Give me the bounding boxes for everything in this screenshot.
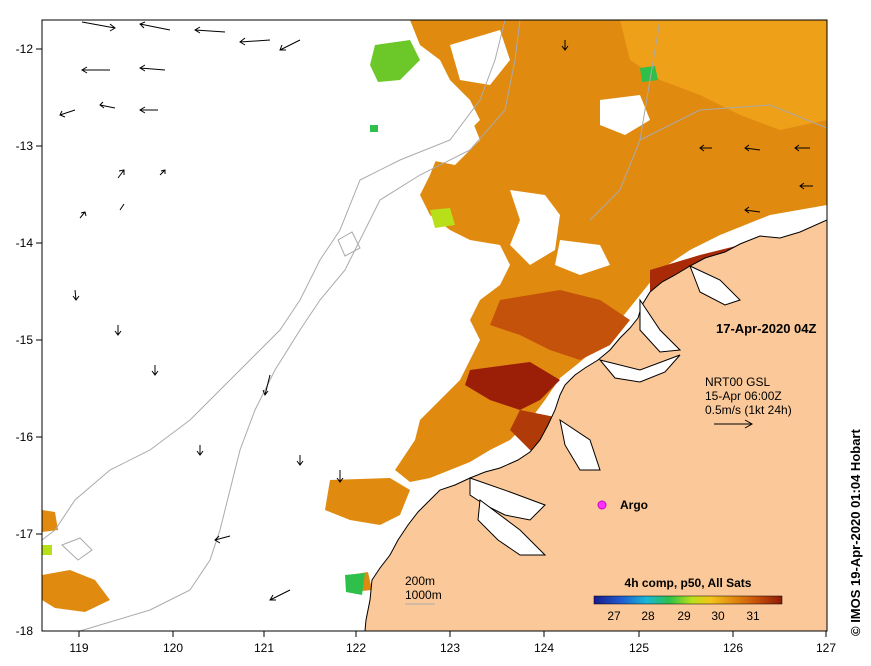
x-tick-label: 121 [254,641,274,655]
colorbar-title: 4h comp, p50, All Sats [625,576,752,590]
colorbar-tick: 29 [677,609,691,623]
current-time-label: 15-Apr 06:00Z [705,389,782,403]
current-scale-label: 0.5m/s (1kt 24h) [705,403,792,417]
current-vectors [59,21,813,601]
x-tick-label: 126 [723,641,743,655]
date-label: 17-Apr-2020 04Z [716,321,816,336]
current-source-label: NRT00 GSL [705,375,770,389]
plot-frame [41,19,828,632]
y-tick-label: -16 [16,430,34,444]
y-tick-label: -17 [16,527,34,541]
x-tick-label: 123 [440,641,460,655]
x-tick-label: 125 [629,641,649,655]
y-tick-label: -13 [16,139,34,153]
colorbar [593,595,783,605]
isobath-label-200m: 200m [405,574,435,588]
x-tick-label: 122 [346,641,366,655]
argo-label: Argo [620,498,648,512]
colorbar-tick: 28 [641,609,655,623]
y-tick-label: -18 [16,624,34,638]
x-tick-label: 124 [534,641,554,655]
y-tick-label: -14 [16,236,34,250]
coastline-inlets [469,265,741,556]
colorbar-tick: 27 [607,609,621,623]
x-tick-label: 119 [69,641,88,655]
isobath-label-1000m: 1000m [405,588,442,602]
y-tick-label: -15 [16,333,34,347]
colorbar-tick: 30 [711,609,725,623]
y-tick-label: -12 [16,42,34,56]
argo-marker-icon [597,500,607,510]
y-axis-ticks [36,48,42,535]
scale-arrow-icon [714,419,754,429]
x-tick-label: 120 [163,641,183,655]
colorbar-tick: 31 [746,609,760,623]
credit-label: © IMOS 19-Apr-2020 01:04 Hobart [848,429,863,636]
x-axis-ticks [78,631,827,637]
x-tick-label: 127 [816,641,836,655]
isobaths [42,20,827,631]
